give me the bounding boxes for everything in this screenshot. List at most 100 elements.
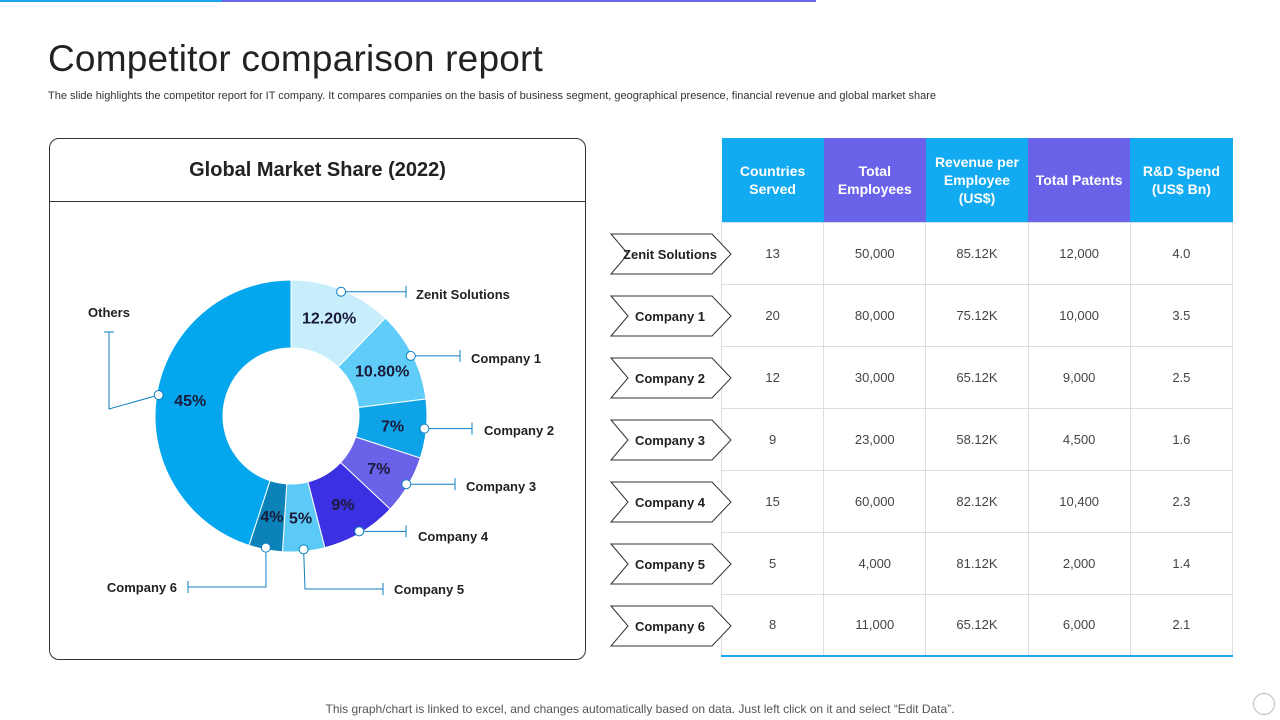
leader-line bbox=[303, 549, 383, 590]
pie-value-label: 7% bbox=[381, 419, 404, 436]
table-row: 5 4,000 81.12K 2,000 1.4 bbox=[720, 531, 1234, 595]
row-label-text: Company 6 bbox=[634, 618, 706, 634]
chart-title: Global Market Share (2022) bbox=[50, 139, 585, 202]
table-cell: 10,000 bbox=[1027, 283, 1131, 347]
table-cell: 23,000 bbox=[823, 407, 927, 471]
row-label-tag: Company 5 bbox=[610, 543, 732, 585]
table-cell: 4.0 bbox=[1129, 221, 1234, 285]
top-accent-bar-purple bbox=[222, 0, 816, 2]
table-row: 13 50,000 85.12K 12,000 4.0 bbox=[720, 221, 1234, 285]
row-label-text: Company 4 bbox=[634, 494, 706, 510]
table-cell: 13 bbox=[720, 221, 825, 285]
table-cell: 2.3 bbox=[1129, 469, 1234, 533]
top-accent-bar-blue bbox=[0, 0, 222, 2]
table-cell: 60,000 bbox=[823, 469, 927, 533]
table-cell: 6,000 bbox=[1027, 593, 1131, 657]
row-label-text: Zenit Solutions bbox=[623, 246, 717, 262]
table-header-0: Countries Served bbox=[721, 138, 824, 222]
row-label-tag: Company 3 bbox=[610, 419, 732, 461]
pie-category-label: Company 6 bbox=[107, 580, 177, 595]
page-subtitle: The slide highlights the competitor repo… bbox=[48, 90, 937, 102]
table-cell: 10,400 bbox=[1027, 469, 1131, 533]
table-cell: 12,000 bbox=[1027, 221, 1131, 285]
leader-line bbox=[188, 547, 267, 588]
table-cell: 4,000 bbox=[823, 531, 927, 595]
table-row: 12 30,000 65.12K 9,000 2.5 bbox=[720, 345, 1234, 409]
pie-value-label: 4% bbox=[260, 509, 283, 526]
row-label-tag: Company 4 bbox=[610, 481, 732, 523]
leader-dot bbox=[401, 479, 412, 490]
table-cell: 50,000 bbox=[823, 221, 927, 285]
table-cell: 80,000 bbox=[823, 283, 927, 347]
table-cell: 1.6 bbox=[1129, 407, 1234, 471]
row-label-tag: Company 2 bbox=[610, 357, 732, 399]
table-cell: 85.12K bbox=[925, 221, 1029, 285]
pie-value-label: 9% bbox=[331, 497, 354, 514]
row-label-tag: Zenit Solutions bbox=[610, 233, 732, 275]
pie-value-label: 10.80% bbox=[355, 363, 409, 380]
table-cell: 82.12K bbox=[925, 469, 1029, 533]
table-row: 20 80,000 75.12K 10,000 3.5 bbox=[720, 283, 1234, 347]
pie-category-label: Others bbox=[88, 305, 130, 320]
table-cell: 30,000 bbox=[823, 345, 927, 409]
row-label-text: Company 5 bbox=[634, 556, 706, 572]
leader-dot bbox=[260, 542, 271, 553]
pie-category-label: Company 2 bbox=[484, 423, 554, 438]
table-row: 15 60,000 82.12K 10,400 2.3 bbox=[720, 469, 1234, 533]
table-cell: 1.4 bbox=[1129, 531, 1234, 595]
row-label-text: Company 2 bbox=[634, 370, 706, 386]
market-share-chart-card[interactable]: Global Market Share (2022) bbox=[49, 138, 586, 660]
row-label-text: Company 3 bbox=[634, 432, 706, 448]
table-header-4: R&D Spend (US$ Bn) bbox=[1130, 138, 1233, 222]
table-cell: 2.5 bbox=[1129, 345, 1234, 409]
comparison-table: Countries Served Total Employees Revenue p… bbox=[720, 138, 1234, 657]
pie-category-label: Company 4 bbox=[418, 529, 489, 544]
pie-category-label: Zenit Solutions bbox=[416, 287, 510, 302]
table-cell: 4,500 bbox=[1027, 407, 1131, 471]
table-cell: 3.5 bbox=[1129, 283, 1234, 347]
table-cell: 75.12K bbox=[925, 283, 1029, 347]
pie-slice[interactable] bbox=[154, 279, 292, 546]
table-cell: 2,000 bbox=[1027, 531, 1131, 595]
table-cell: 2.1 bbox=[1129, 593, 1234, 657]
table-cell: 65.12K bbox=[925, 345, 1029, 409]
leader-dot bbox=[153, 390, 164, 401]
row-label-text: Company 1 bbox=[634, 308, 706, 324]
table-header-2: Revenue per Employee (US$) bbox=[925, 138, 1029, 222]
pie-value-label: 7% bbox=[367, 461, 390, 478]
table-cell: 58.12K bbox=[925, 407, 1029, 471]
table-header-row: Countries Served Total Employees Revenue p… bbox=[721, 138, 1233, 222]
market-share-donut-chart[interactable]: 12.20% Zenit Solutions 10.80% Company 1 7% Co… bbox=[0, 0, 640, 680]
table-header-1: Total Employees bbox=[823, 138, 926, 222]
footer-note: This graph/chart is linked to excel, and… bbox=[325, 702, 955, 716]
table-row: 9 23,000 58.12K 4,500 1.6 bbox=[720, 407, 1234, 471]
corner-circle-icon bbox=[1253, 693, 1275, 715]
leader-line bbox=[108, 332, 159, 410]
pie-value-label: 5% bbox=[289, 511, 312, 528]
pie-category-label: Company 3 bbox=[466, 479, 536, 494]
leader-dot bbox=[354, 526, 365, 537]
table-cell: 65.12K bbox=[925, 593, 1029, 657]
table-cell: 20 bbox=[720, 283, 825, 347]
table-cell: 15 bbox=[720, 469, 825, 533]
table-cell: 8 bbox=[720, 593, 825, 657]
table-cell: 11,000 bbox=[823, 593, 927, 657]
leader-dot bbox=[298, 544, 309, 555]
pie-value-label: 12.20% bbox=[302, 310, 356, 327]
pie-category-label: Company 1 bbox=[471, 351, 541, 366]
row-label-tag: Company 1 bbox=[610, 295, 732, 337]
pie-category-label: Company 5 bbox=[394, 582, 464, 597]
comparison-table-wrap: Countries Served Total Employees Revenue p… bbox=[720, 138, 1234, 657]
table-row: 8 11,000 65.12K 6,000 2.1 bbox=[720, 593, 1234, 657]
table-cell: 5 bbox=[720, 531, 825, 595]
table-cell: 9,000 bbox=[1027, 345, 1131, 409]
page-title: Competitor comparison report bbox=[48, 38, 544, 79]
table-cell: 81.12K bbox=[925, 531, 1029, 595]
table-cell: 9 bbox=[720, 407, 825, 471]
leader-dot bbox=[405, 350, 416, 361]
row-label-tag: Company 6 bbox=[610, 605, 732, 647]
pie-value-label: 45% bbox=[174, 393, 206, 410]
table-cell: 12 bbox=[720, 345, 825, 409]
table-header-3: Total Patents bbox=[1028, 138, 1131, 222]
leader-dot bbox=[336, 286, 347, 297]
